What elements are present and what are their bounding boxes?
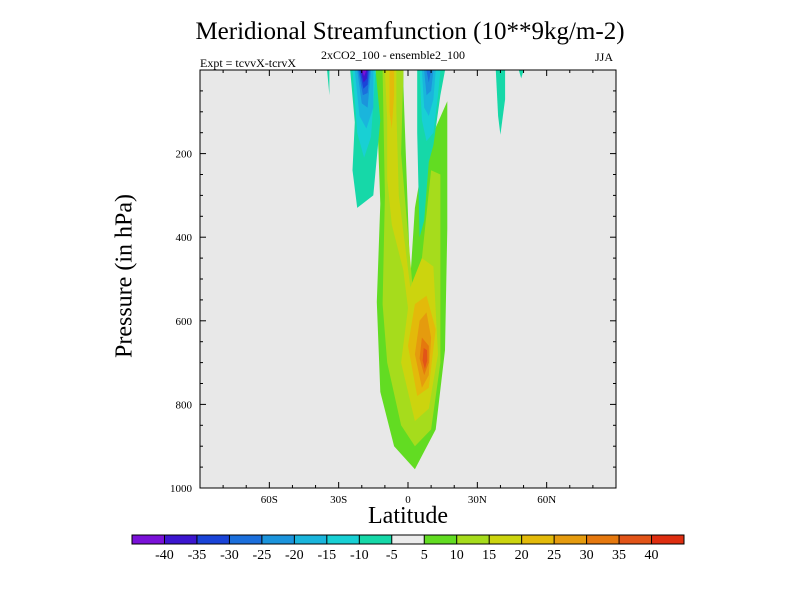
y-tick-label: 200: [176, 149, 193, 161]
colorbar-swatch: [261, 535, 295, 544]
colorbar-swatch: [619, 535, 652, 544]
colorbar-label: 40: [645, 548, 659, 563]
x-tick-label: 60S: [261, 494, 278, 506]
colorbar-label: -25: [253, 548, 272, 563]
colorbar-label: -15: [317, 548, 336, 563]
x-tick-label: 30N: [468, 494, 487, 506]
colorbar-label: 15: [482, 548, 496, 563]
colorbar-swatch: [424, 535, 458, 544]
colorbar-label: -40: [155, 548, 174, 563]
colorbar-swatch: [456, 535, 490, 544]
contour-region-25: [361, 70, 367, 77]
colorbar-swatch: [391, 535, 425, 544]
contour-region-5: [389, 70, 395, 129]
x-axis-label: Latitude: [368, 503, 448, 529]
contour-region-10: [327, 70, 330, 96]
contour-region-13: [495, 70, 506, 135]
colorbar-label: 30: [580, 548, 594, 563]
colorbar-swatch: [196, 535, 230, 544]
colorbar-label: 35: [612, 548, 626, 563]
colorbar-swatch: [554, 535, 587, 544]
colorbar-label: 20: [515, 548, 529, 563]
contour-region-9: [422, 348, 428, 369]
chart-title: Meridional Streamfunction (10**9kg/m-2): [195, 18, 625, 45]
colorbar-swatch: [521, 535, 555, 544]
contour-regions: [327, 70, 524, 470]
colorbar-swatch: [229, 535, 263, 544]
x-tick-label: 30S: [330, 494, 347, 506]
experiment-subtitle: Expt = tcvvX-tcrvX: [200, 56, 297, 70]
colorbar-swatch: [586, 535, 620, 544]
colorbar-label: -10: [350, 548, 369, 563]
y-tick-label: 600: [176, 316, 193, 328]
contour-region-22: [426, 70, 432, 83]
contour-region-14: [518, 70, 524, 79]
colorbar-frame: [131, 534, 685, 545]
contour-region-24: [360, 70, 368, 83]
case-subtitle: 2xCO2_100 - ensemble2_100: [321, 48, 465, 62]
colorbar-swatch: [651, 535, 685, 544]
colorbar-label: -20: [285, 548, 304, 563]
colorbar-swatch: [326, 535, 360, 544]
colorbar-swatch: [132, 535, 165, 544]
colorbar-label: 10: [450, 548, 464, 563]
x-tick-label: 60N: [537, 494, 556, 506]
contour-region-2: [376, 70, 381, 87]
colorbar: -40 -35 -30 -25 -20 -15 -10 -5 5 10 15 20 25 30 35 40: [131, 534, 685, 563]
x-tick-label: 0: [405, 494, 411, 506]
colorbar-swatch: [489, 535, 522, 544]
contour-region-20: [424, 70, 434, 96]
colorbar-swatch: [359, 535, 393, 544]
colorbar-label: 25: [547, 548, 561, 563]
colorbar-label: 5: [421, 548, 428, 563]
colorbar-swatch: [294, 535, 328, 544]
colorbar-swatch: [164, 535, 198, 544]
x-axis-ticks: 60S 30S 0 30N 60N: [222, 70, 594, 506]
y-tick-label: 800: [176, 399, 193, 411]
colorbar-label: -30: [220, 548, 239, 563]
season-subtitle: JJA: [595, 50, 614, 64]
y-tick-label: 1000: [170, 483, 193, 495]
y-tick-label: 400: [176, 232, 193, 244]
colorbar-label: -5: [386, 548, 398, 563]
colorbar-label: -35: [188, 548, 207, 563]
y-axis-ticks: 200 400 600 800 1000: [170, 90, 616, 495]
